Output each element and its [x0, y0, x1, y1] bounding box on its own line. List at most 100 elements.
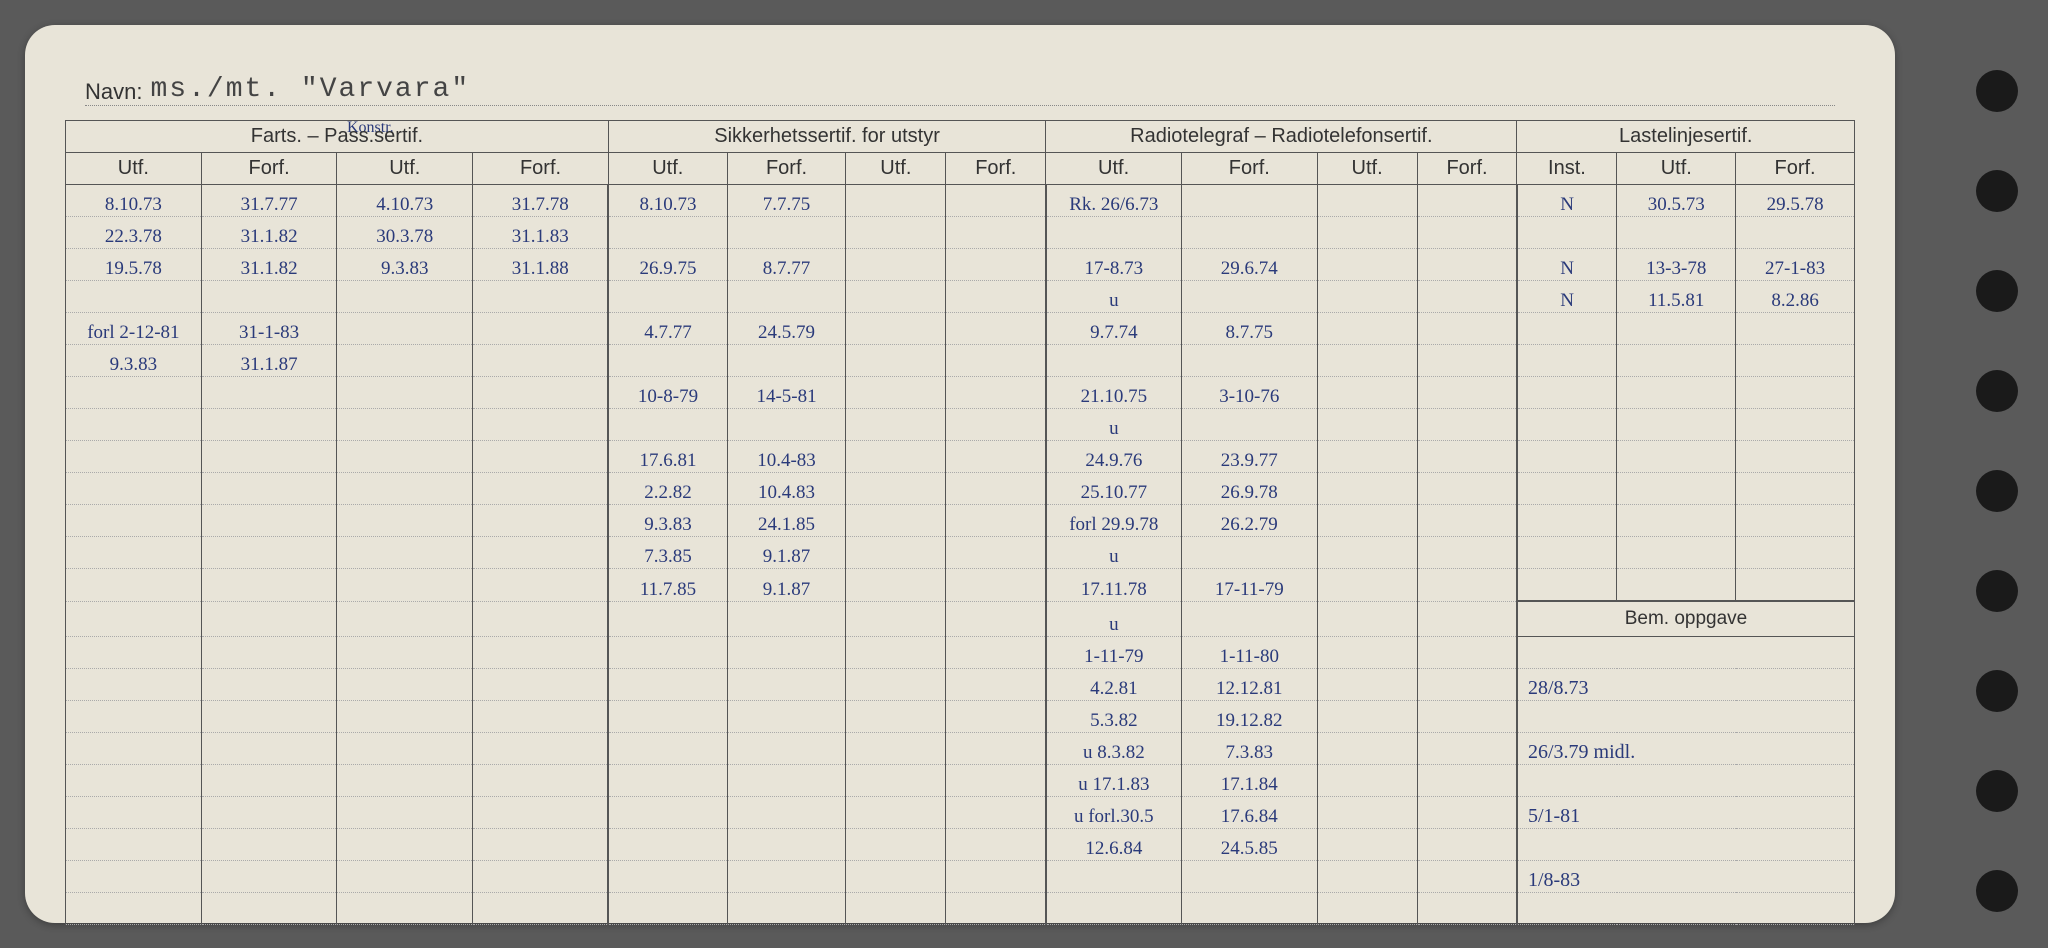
cell: [1417, 701, 1517, 733]
cell: [846, 537, 946, 569]
cell: 5.3.82: [1046, 701, 1182, 733]
cell: [1181, 345, 1317, 377]
cell: 31.1.83: [473, 217, 609, 249]
binder-holes: [1976, 70, 2018, 912]
cell: [473, 829, 609, 861]
cell: [1317, 829, 1417, 861]
cell: [727, 861, 846, 893]
cell: [473, 537, 609, 569]
cell: [201, 637, 337, 669]
cell: [337, 377, 473, 409]
bem-oppgave-cell: 5/1-81: [1517, 797, 1855, 829]
cell: [1517, 345, 1617, 377]
cell: [946, 345, 1046, 377]
table-row: u 17.1.8317.1.84: [66, 765, 1855, 797]
cell: 17.6.81: [608, 441, 727, 473]
table-row: 4.2.8112.12.8128/8.73: [66, 669, 1855, 701]
cell: u: [1046, 537, 1182, 569]
cell: [727, 281, 846, 313]
bem-oppgave-cell: 1/8-83: [1517, 861, 1855, 893]
cell: [1417, 797, 1517, 829]
cell: [608, 861, 727, 893]
cell: [473, 505, 609, 537]
cell: [66, 829, 202, 861]
cell: [66, 569, 202, 602]
cell: 9.1.87: [727, 537, 846, 569]
sub-forf: Forf.: [1736, 153, 1855, 185]
cell: 19.5.78: [66, 249, 202, 281]
cell: [846, 701, 946, 733]
cell: 10.4.83: [727, 473, 846, 505]
cell: 9.1.87: [727, 569, 846, 602]
name-value: ms./mt. "Varvara": [150, 74, 470, 105]
cell: [1736, 217, 1855, 249]
cell: 31-1-83: [201, 313, 337, 345]
cell: 7.3.85: [608, 537, 727, 569]
cell: [1417, 861, 1517, 893]
cell: [201, 893, 337, 925]
cell: [201, 797, 337, 829]
cell: [846, 281, 946, 313]
cell: [473, 637, 609, 669]
cell: 25.10.77: [1046, 473, 1182, 505]
cell: [1517, 505, 1617, 537]
cell: [608, 701, 727, 733]
hole-icon: [1976, 270, 2018, 312]
cell: [1317, 861, 1417, 893]
certificate-table: Farts. – Pass.sertif. Sikkerhetssertif. …: [65, 120, 1855, 925]
table-row: 1/8-83: [66, 861, 1855, 893]
cell: [1181, 861, 1317, 893]
cell: [66, 893, 202, 925]
cell: [946, 473, 1046, 505]
cell: 1-11-80: [1181, 637, 1317, 669]
cell: 26.9.75: [608, 249, 727, 281]
cell: [337, 569, 473, 602]
cell: [946, 505, 1046, 537]
cell: 10-8-79: [608, 377, 727, 409]
cell: [846, 473, 946, 505]
cell: [1317, 765, 1417, 797]
cell: [337, 701, 473, 733]
cell: [608, 601, 727, 637]
cell: [727, 637, 846, 669]
cell: 13-3-78: [1617, 249, 1736, 281]
cell: [846, 861, 946, 893]
cell: [1046, 345, 1182, 377]
cell: [946, 569, 1046, 602]
cell: [1617, 377, 1736, 409]
cell: [473, 281, 609, 313]
cell: 4.10.73: [337, 185, 473, 217]
table-row: 12.6.8424.5.85: [66, 829, 1855, 861]
hole-icon: [1976, 570, 2018, 612]
table-row: u 8.3.827.3.8326/3.79 midl.: [66, 733, 1855, 765]
table-row: 1-11-791-11-80: [66, 637, 1855, 669]
cell: [1417, 537, 1517, 569]
cell: [946, 701, 1046, 733]
table-row: 10-8-7914-5-8121.10.753-10-76: [66, 377, 1855, 409]
cell: 31.7.78: [473, 185, 609, 217]
table-row: uBem. oppgave: [66, 601, 1855, 637]
cell: [201, 765, 337, 797]
cell: 17.11.78: [1046, 569, 1182, 602]
cell: 29.5.78: [1736, 185, 1855, 217]
cell: N: [1517, 185, 1617, 217]
sub-forf: Forf.: [1417, 153, 1517, 185]
cell: [608, 281, 727, 313]
cell: [201, 505, 337, 537]
cell: 12.6.84: [1046, 829, 1182, 861]
cell: [1517, 473, 1617, 505]
cell: [473, 313, 609, 345]
cell: [1736, 505, 1855, 537]
cell: [201, 861, 337, 893]
cell: [1417, 313, 1517, 345]
sub-forf: Forf.: [473, 153, 609, 185]
sub-utf: Utf.: [1046, 153, 1182, 185]
cell: [1736, 569, 1855, 602]
cell: [727, 217, 846, 249]
hole-icon: [1976, 370, 2018, 412]
hole-icon: [1976, 670, 2018, 712]
cell: [946, 893, 1046, 925]
cell: [1517, 537, 1617, 569]
cell: [1317, 893, 1417, 925]
cell: [727, 733, 846, 765]
